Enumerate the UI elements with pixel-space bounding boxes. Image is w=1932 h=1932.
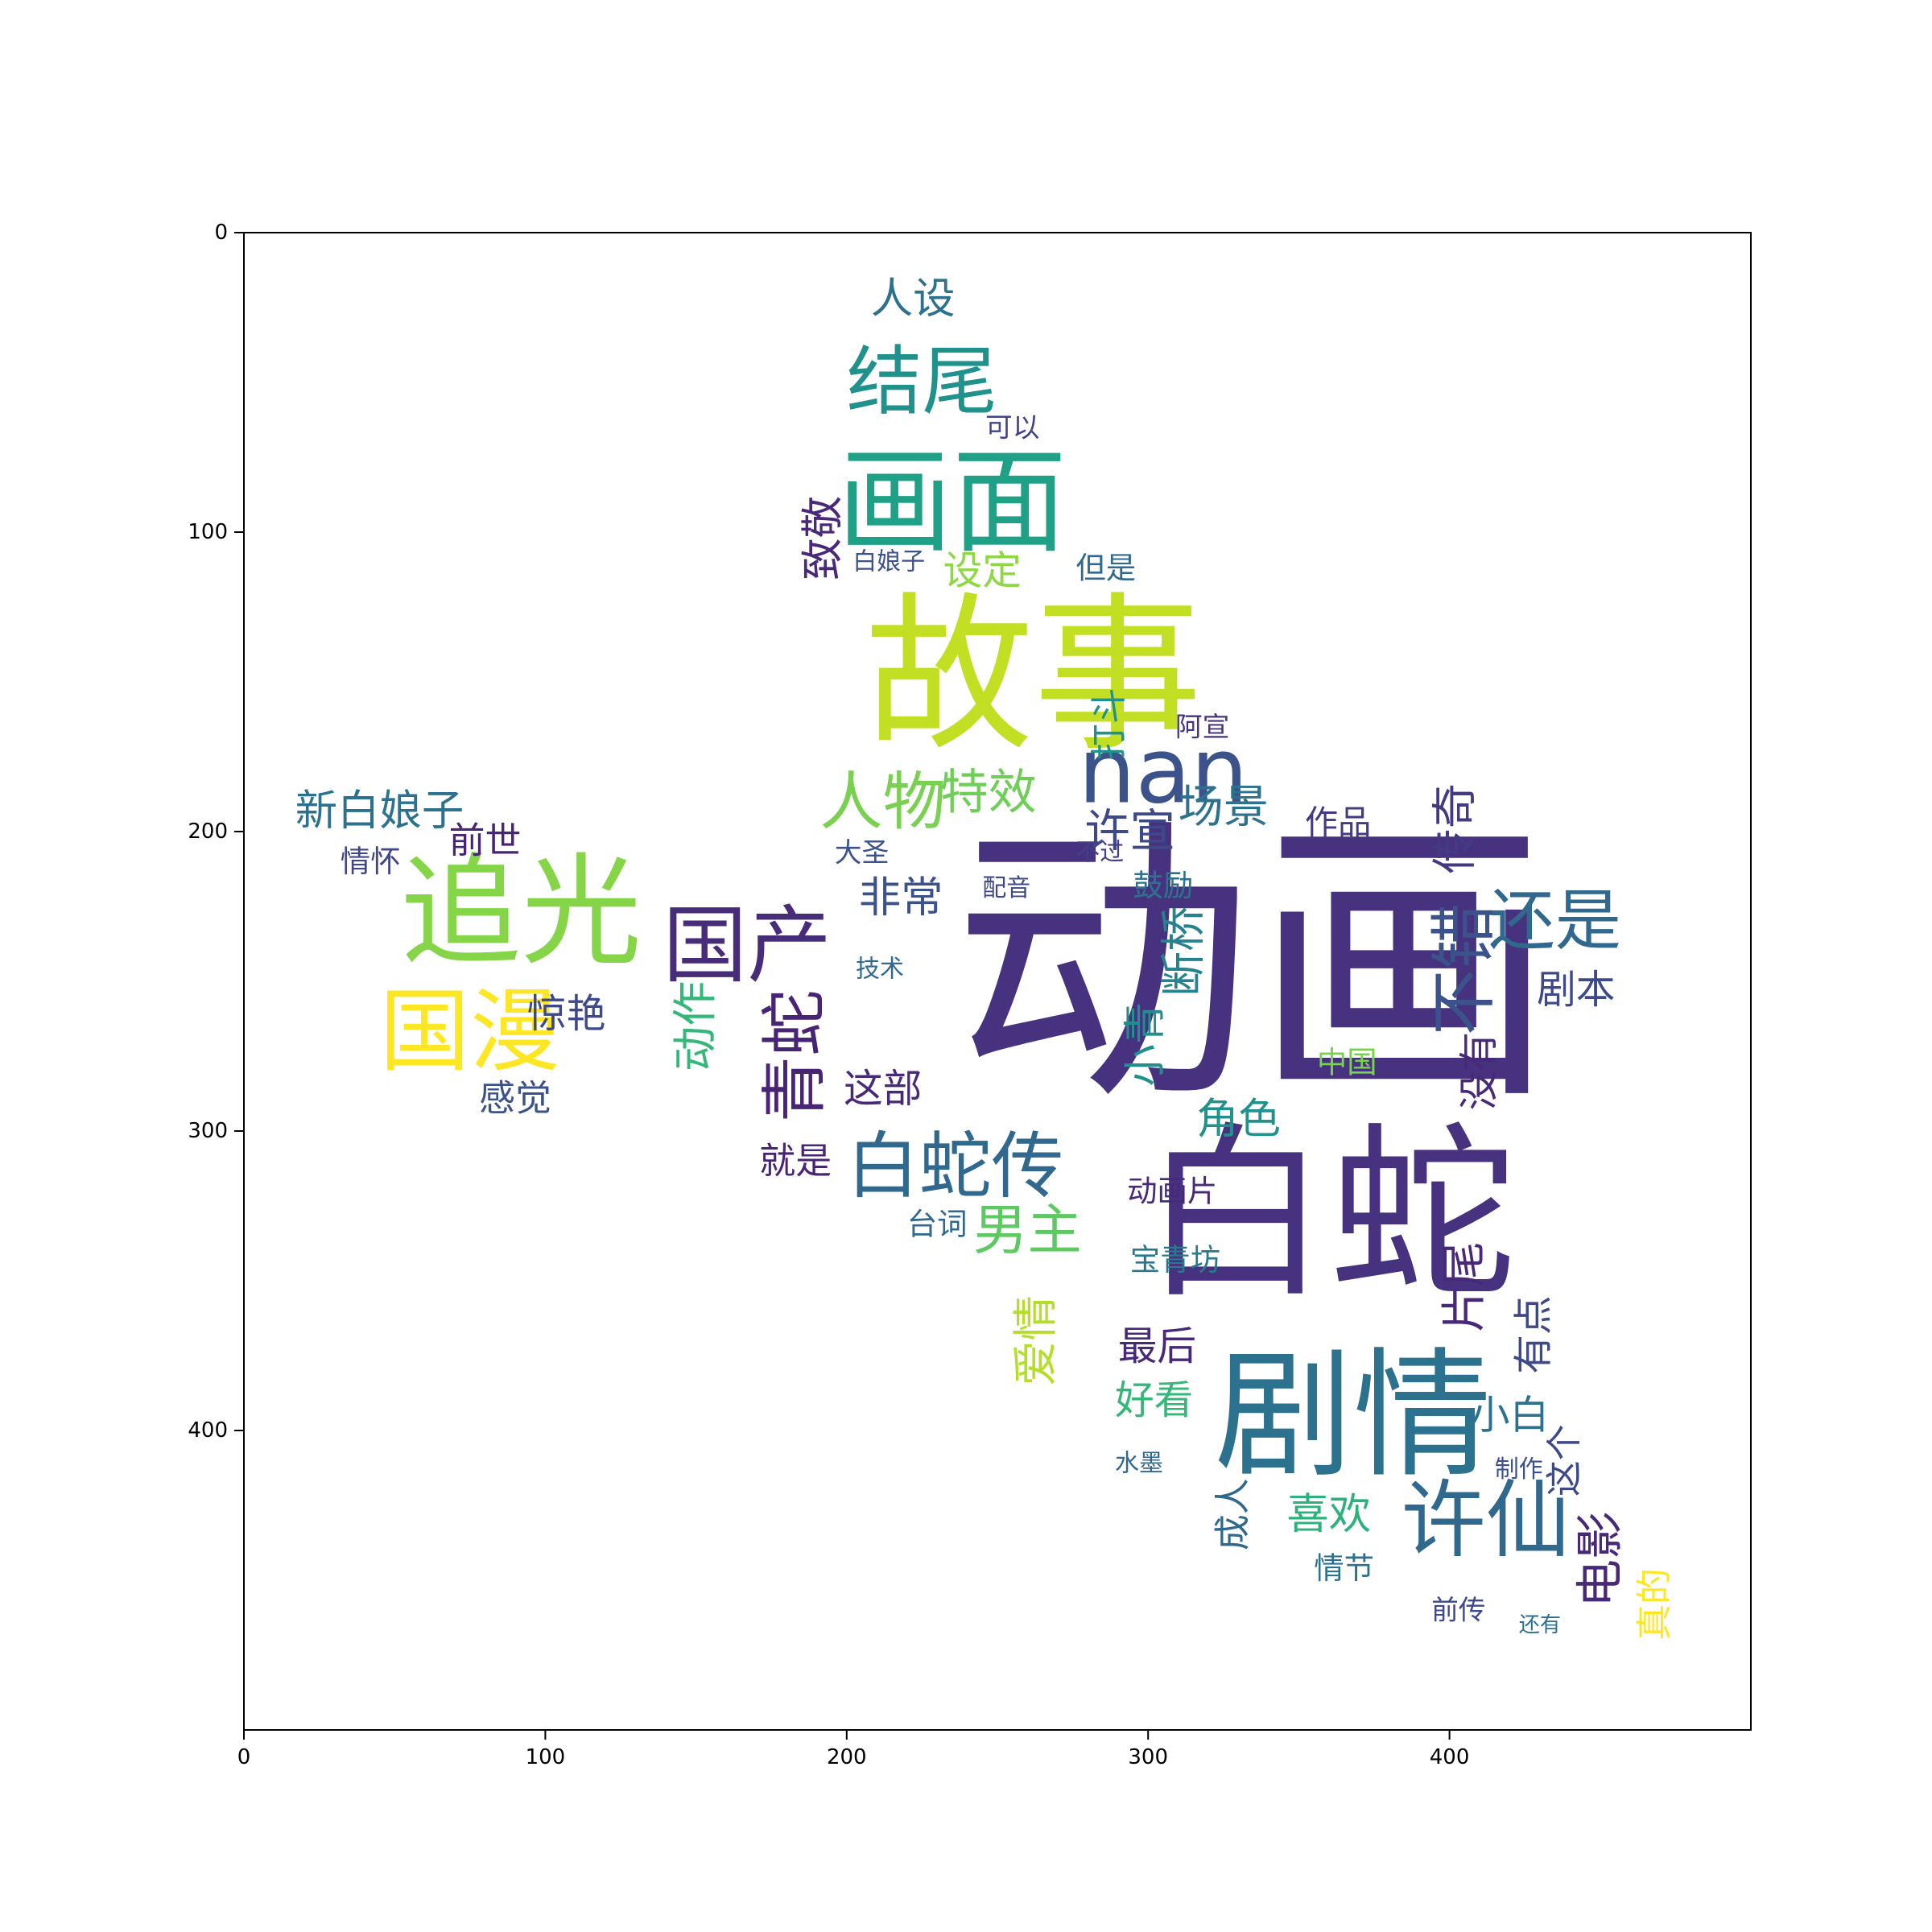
word-16: 男主 <box>973 1198 1082 1261</box>
word-6: nan <box>1078 720 1248 824</box>
word-48: 片尾 <box>1439 1241 1491 1331</box>
word-2: 故事 <box>865 578 1202 774</box>
word-65: 配音 <box>982 874 1030 902</box>
word-19: 许宣 <box>1085 806 1175 858</box>
word-40: 这部 <box>844 1067 922 1112</box>
word-35: 剧本 <box>1537 968 1615 1013</box>
y-tick-label-2: 200 <box>188 819 228 844</box>
word-64: 鼓励 <box>1133 868 1194 903</box>
word-53: 小白 <box>1471 1393 1549 1438</box>
word-38: 小青 <box>1121 1002 1170 1087</box>
x-tick-label-4: 400 <box>1430 1745 1470 1769</box>
word-18: 特效 <box>940 765 1037 821</box>
word-66: 技术 <box>856 956 904 984</box>
word-29: 阿宣 <box>1175 711 1229 742</box>
word-28: 打斗 <box>1088 687 1130 760</box>
y-tick-label-3: 300 <box>188 1119 228 1143</box>
word-8: 国产 <box>663 896 832 994</box>
word-31: 前世 <box>449 819 522 862</box>
word-50: 最后 <box>1118 1324 1196 1369</box>
word-44: 就是 <box>759 1140 832 1183</box>
x-tick-label-1: 100 <box>526 1745 566 1769</box>
word-67: 水墨 <box>1115 1449 1163 1477</box>
axes-frame <box>243 232 1752 1731</box>
word-58: 电影 <box>1572 1511 1629 1608</box>
word-1: 白蛇 <box>1142 1106 1516 1323</box>
word-57: 情节 <box>1314 1550 1374 1586</box>
y-tick-label-4: 400 <box>188 1418 228 1443</box>
x-axis: 0 100 200 300 400 <box>237 1730 1470 1769</box>
y-tick-label-1: 100 <box>188 520 228 544</box>
word-13: 人物 <box>819 765 946 839</box>
word-63: 不过 <box>1075 839 1124 867</box>
word-3: 剧情 <box>1215 1335 1492 1496</box>
word-56: 喜欢 <box>1286 1490 1371 1539</box>
word-26: 可以 <box>985 411 1039 443</box>
word-68: 制作 <box>1495 1455 1543 1484</box>
word-10: 结尾 <box>847 339 997 427</box>
word-12: 还是 <box>1488 883 1621 960</box>
word-41: 没有 <box>1457 1032 1502 1110</box>
word-36: 惊艳 <box>527 992 605 1037</box>
word-34: 断桥 <box>1158 906 1211 997</box>
word-39: 感觉 <box>479 1077 551 1120</box>
word-49: 爱情 <box>1010 1295 1063 1385</box>
y-axis: 0 100 200 300 400 <box>188 221 244 1443</box>
word-54: 这个 <box>1542 1424 1585 1496</box>
word-27: 白娘子 <box>852 548 925 576</box>
x-tick-label-3: 300 <box>1128 1745 1168 1769</box>
word-15: 不错 <box>1426 903 1503 1036</box>
word-7: 国漫 <box>380 980 561 1084</box>
word-42: 中国 <box>1317 1044 1377 1080</box>
word-23: 但是 <box>1075 551 1136 586</box>
word-37: 动作 <box>670 981 722 1071</box>
word-32: 情怀 <box>341 844 401 879</box>
word-20: 场景 <box>1179 782 1269 834</box>
word-5: 画面 <box>838 436 1067 569</box>
word-14: 青蛇 <box>758 990 834 1123</box>
word-51: 好看 <box>1115 1378 1193 1423</box>
word-62: 大圣 <box>835 837 889 869</box>
word-33: 非常 <box>859 873 943 922</box>
word-60: 前传 <box>1431 1595 1485 1626</box>
x-tick-label-0: 0 <box>237 1745 251 1769</box>
word-45: 动画片 <box>1127 1173 1217 1208</box>
word-21: 作品 <box>1305 803 1371 842</box>
word-4: 追光 <box>401 842 642 982</box>
word-59: 真的 <box>1633 1568 1676 1641</box>
word-9: 许仙 <box>1402 1472 1571 1570</box>
word-47: 宝青坊 <box>1130 1242 1220 1278</box>
word-52: 有点 <box>1511 1295 1556 1373</box>
word-61: 还有 <box>1519 1613 1561 1637</box>
word-55: 成人 <box>1212 1478 1254 1550</box>
word-30: 传奇 <box>1430 783 1482 873</box>
word-43: 角色 <box>1196 1095 1281 1144</box>
word-46: 台词 <box>907 1206 968 1241</box>
word-11: 白蛇传 <box>847 1125 1064 1209</box>
x-tick-label-2: 200 <box>827 1745 867 1769</box>
y-tick-label-0: 0 <box>214 221 228 245</box>
word-22: 设定 <box>943 548 1022 593</box>
word-25: 人设 <box>871 274 956 323</box>
word-17: 新白娘子 <box>295 786 464 836</box>
word-0: 动画 <box>952 791 1555 1141</box>
word-24: 致敬 <box>798 496 847 580</box>
